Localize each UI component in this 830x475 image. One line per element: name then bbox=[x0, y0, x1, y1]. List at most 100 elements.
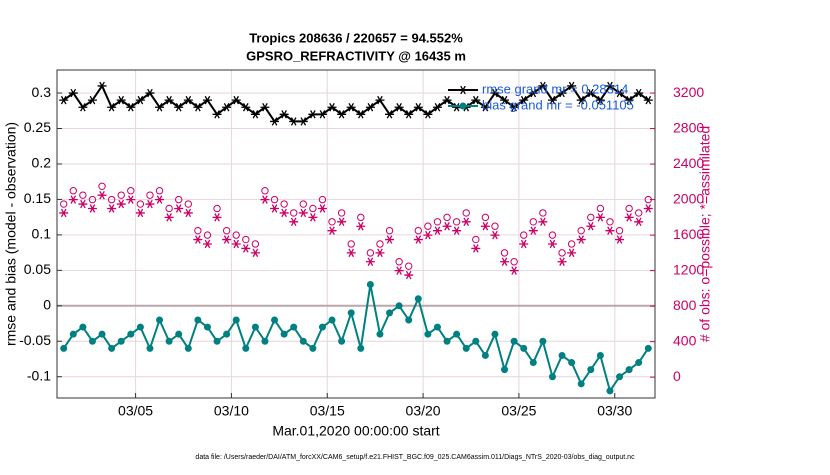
asterisk-marker bbox=[624, 213, 634, 222]
asterisk-marker bbox=[59, 95, 69, 105]
asterisk-marker bbox=[135, 208, 145, 218]
asterisk-marker bbox=[212, 213, 222, 222]
asterisk-marker bbox=[145, 88, 155, 98]
asterisk-marker bbox=[547, 95, 557, 105]
y-tick-label: 0.3 bbox=[32, 84, 52, 100]
asterisk-marker bbox=[538, 81, 548, 91]
dot-marker bbox=[232, 316, 240, 324]
circle-marker bbox=[270, 195, 279, 204]
asterisk-marker bbox=[567, 81, 577, 91]
dot-marker bbox=[203, 323, 211, 331]
dot-marker bbox=[453, 330, 461, 338]
asterisk-marker bbox=[317, 110, 327, 119]
asterisk-marker bbox=[634, 217, 644, 227]
circle-marker bbox=[606, 218, 614, 226]
dot-marker bbox=[405, 316, 413, 324]
dot-marker bbox=[251, 323, 259, 331]
asterisk-marker bbox=[145, 199, 155, 209]
asterisk-marker bbox=[490, 88, 500, 98]
x-tick-label: 03/10 bbox=[214, 403, 249, 419]
asterisk-marker bbox=[87, 95, 97, 105]
asterisk-marker bbox=[222, 235, 232, 244]
dot-marker bbox=[60, 344, 68, 352]
asterisk-marker bbox=[183, 208, 193, 218]
circle-marker bbox=[405, 262, 413, 270]
asterisk-marker bbox=[385, 110, 395, 119]
dot-marker bbox=[414, 295, 422, 303]
asterisk-marker bbox=[404, 270, 414, 280]
y-tick-label: 0.1 bbox=[32, 226, 52, 242]
dot-marker bbox=[587, 366, 595, 374]
dot-marker bbox=[309, 344, 317, 352]
circle-marker bbox=[452, 218, 461, 226]
asterisk-marker bbox=[605, 81, 615, 91]
asterisk-marker bbox=[308, 213, 318, 222]
dot-marker bbox=[386, 309, 394, 317]
dot-marker bbox=[539, 337, 547, 345]
dot-marker bbox=[271, 316, 279, 324]
circle-marker bbox=[222, 226, 231, 235]
y2-tick-label: 0 bbox=[673, 368, 681, 384]
circle-marker bbox=[146, 191, 154, 199]
dot-marker bbox=[520, 344, 528, 352]
dot-marker bbox=[242, 344, 250, 352]
dot-marker bbox=[184, 344, 192, 352]
asterisk-marker bbox=[260, 195, 270, 204]
asterisk-marker bbox=[375, 248, 385, 258]
circle-marker bbox=[462, 209, 470, 217]
dot-marker bbox=[472, 337, 480, 345]
dot-marker bbox=[136, 323, 144, 331]
asterisk-marker bbox=[87, 204, 97, 213]
dot-marker bbox=[459, 102, 467, 110]
dot-marker bbox=[529, 359, 537, 367]
asterisk-marker bbox=[298, 208, 308, 218]
asterisk-marker bbox=[279, 110, 289, 119]
dot-marker bbox=[146, 344, 154, 352]
asterisk-marker bbox=[356, 222, 366, 231]
y2-tick-label: 1200 bbox=[673, 261, 704, 277]
asterisk-marker bbox=[59, 208, 69, 218]
asterisk-marker bbox=[528, 88, 538, 98]
dot-marker bbox=[338, 337, 346, 345]
asterisk-marker bbox=[250, 110, 260, 119]
asterisk-marker bbox=[337, 217, 347, 227]
y-tick-label: 0.25 bbox=[24, 119, 51, 135]
circle-marker bbox=[548, 231, 557, 239]
circle-marker bbox=[318, 195, 327, 204]
asterisk-marker bbox=[423, 110, 433, 119]
asterisk-marker bbox=[576, 235, 586, 244]
asterisk-marker bbox=[174, 204, 184, 213]
dot-marker bbox=[481, 351, 489, 359]
circle-marker bbox=[491, 222, 499, 230]
circle-marker bbox=[357, 213, 365, 222]
y-tick-label: 0.05 bbox=[24, 261, 51, 277]
x-tick-label: 03/05 bbox=[118, 403, 153, 419]
y2-tick-label: 3200 bbox=[673, 84, 704, 100]
circle-marker bbox=[328, 218, 336, 226]
asterisk-marker bbox=[260, 103, 270, 112]
dot-marker bbox=[318, 323, 326, 331]
asterisk-marker bbox=[135, 95, 145, 105]
asterisk-marker bbox=[500, 257, 510, 266]
circle-marker bbox=[625, 204, 633, 213]
dot-marker bbox=[299, 337, 307, 345]
asterisk-marker bbox=[519, 239, 529, 249]
asterisk-marker bbox=[155, 103, 165, 112]
circle-marker bbox=[424, 222, 432, 230]
dot-marker bbox=[213, 337, 221, 345]
asterisk-marker bbox=[394, 103, 404, 112]
y2-tick-label: 400 bbox=[673, 332, 697, 348]
circle-marker bbox=[577, 226, 585, 235]
circle-marker bbox=[615, 226, 624, 235]
circle-marker bbox=[261, 187, 269, 195]
circle-marker bbox=[242, 235, 250, 244]
asterisk-marker bbox=[164, 95, 174, 105]
asterisk-marker bbox=[480, 222, 490, 231]
asterisk-marker bbox=[346, 248, 356, 258]
dot-marker bbox=[127, 330, 135, 338]
asterisk-marker bbox=[97, 190, 107, 200]
circle-marker bbox=[596, 204, 605, 213]
chart-subtitle: GPSRO_REFRACTIVITY @ 16435 m bbox=[246, 48, 466, 63]
y2-tick-label: 2400 bbox=[673, 155, 704, 171]
asterisk-marker bbox=[586, 222, 596, 231]
